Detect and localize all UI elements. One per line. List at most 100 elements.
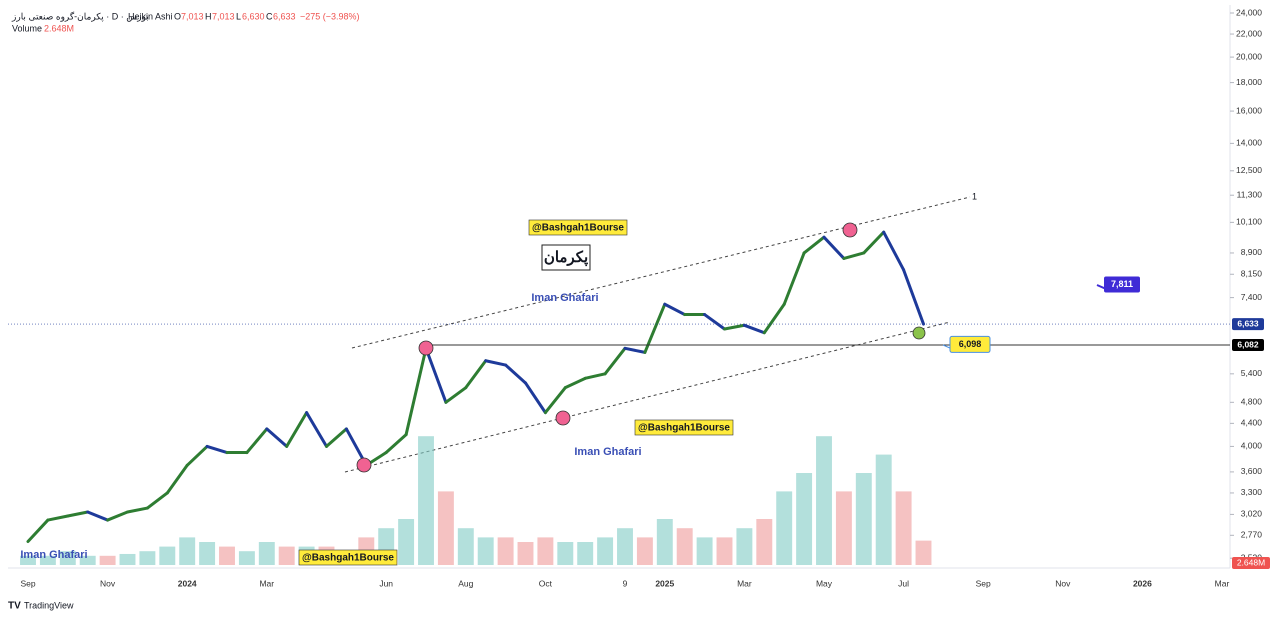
price-segment [165,463,189,495]
volume-bar [238,551,255,565]
target-box [1104,276,1140,293]
price-segment [583,372,607,380]
y-tick-label: 7,400 [1241,292,1263,302]
volume-bar [597,537,614,565]
volume-bar [39,555,56,565]
price-segment [504,363,527,385]
author: Iman Ghafari [574,446,641,458]
volume-bar [716,537,733,565]
x-tick-label: 2024 [178,578,197,588]
y-tick-label: 8,900 [1241,247,1263,257]
price-segment [543,386,567,415]
support-box [949,335,991,353]
y-tick-label: 11,300 [1237,189,1263,199]
y-tick-label: 4,000 [1241,441,1263,451]
volume-bar [179,537,196,565]
volume-bar [219,546,235,565]
price-segment [145,491,169,510]
y-tick-label: 16,000 [1236,105,1262,115]
y-tick-label: 3,020 [1241,509,1263,519]
c: 6,633 [273,11,296,21]
watermark-box [528,219,628,236]
price-segment [285,411,309,448]
y-tick-label: 18,000 [1236,77,1262,87]
y-tick-label: 5,400 [1241,368,1263,378]
volume-bar [736,528,753,565]
price-segment [902,268,925,326]
price-segment [623,346,647,354]
volume-bar [676,528,693,565]
x-tick-label: Mar [737,578,752,588]
volume-bar [537,537,554,565]
volume-bar [278,546,295,565]
x-tick-label: Jun [379,578,393,588]
x-tick-label: Sep [20,578,35,588]
header: پکرمان-گروه صنعتی بارز · D · بورس Heikin… [11,10,360,33]
footer: TradingView [24,600,74,610]
channel-upper [351,196,971,349]
support-marker [912,326,926,340]
y-tick-label: 4,800 [1241,397,1263,407]
l-label: L [236,11,241,21]
price-segment [802,235,826,255]
price-segment [663,302,687,317]
volume-bar [20,555,36,565]
y-tick-label: 12,500 [1236,165,1262,175]
price-segment [424,346,448,404]
volume-bar [875,454,892,565]
volume-bar [457,528,474,565]
x-tick-label: Mar [1215,578,1230,588]
price-segment [742,323,766,335]
logo-mark: TV [8,601,21,612]
tradingview-logo: TV TradingView [8,600,74,611]
price-segment [842,251,866,260]
swing-marker [555,410,571,426]
x-tick-label: 9 [623,578,628,588]
volume-bar [119,553,136,565]
watermark: @Bashgah1Bourse [532,223,624,234]
y-tick-label: 8,150 [1241,269,1263,279]
x-tick-label: Oct [539,578,553,588]
channel-label: 1 [972,191,977,201]
change: −275 (−3.98%) [300,11,360,21]
support-label: 6,098 [959,339,982,349]
price-segment [384,433,408,455]
price-segment [404,346,428,437]
price-segment [46,514,70,522]
price-segment [205,444,229,455]
swing-marker [842,222,858,238]
x-tick-label: Aug [458,578,473,588]
volume-bar [816,436,832,565]
name-label: پکرمان [544,249,588,267]
volume-bar [497,537,514,565]
level-tag [1232,339,1264,352]
h-label: H [205,11,212,21]
volume-bar [656,519,673,565]
volume-bar [636,537,653,565]
price-segment [762,302,786,335]
x-tick-label: Jul [898,578,909,588]
author: Iman Ghafari [531,292,598,304]
h: 7,013 [212,11,235,21]
y-tick-label: 10,100 [1236,217,1262,227]
y-tick-label: 22,000 [1236,28,1262,38]
y-tick-label: 3,600 [1241,466,1263,476]
volume-bar [398,519,415,565]
volume-title: Volume [12,23,42,33]
volume-bar [159,546,176,565]
price-segment [603,346,627,376]
price-segment [862,230,886,255]
x-tick-label: Mar [259,578,274,588]
volume-bar [139,551,156,565]
y-tick-label: 24,000 [1236,7,1262,17]
style: Heikin Ashi [128,11,173,21]
y-tick-label: 3,300 [1241,487,1263,497]
c-label: C [266,11,273,21]
x-tick-label: May [816,578,833,588]
price-segment [66,510,90,518]
volume-bar [199,542,216,565]
o-label: O [174,11,181,21]
volume-value: 2.648M [44,23,74,33]
